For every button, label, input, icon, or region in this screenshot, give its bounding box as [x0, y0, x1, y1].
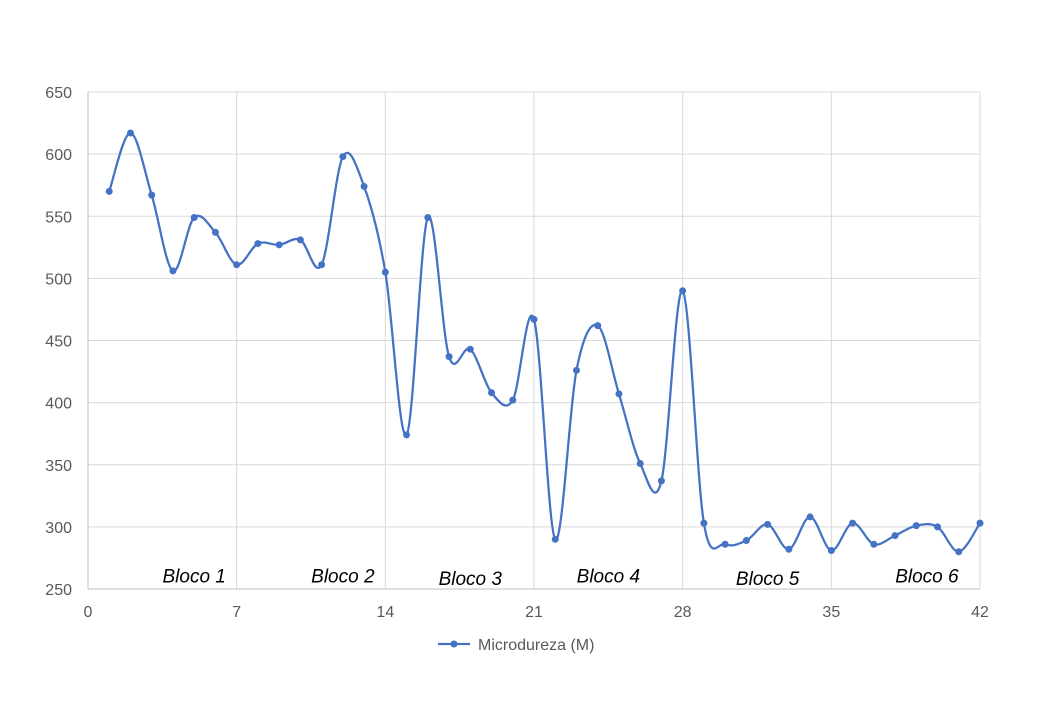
x-tick-label: 42	[971, 604, 989, 621]
data-point-16	[424, 213, 432, 221]
y-tick-label: 450	[45, 334, 72, 351]
x-tick-label: 35	[822, 604, 840, 621]
data-point-35	[827, 546, 835, 554]
data-point-14	[381, 268, 389, 276]
data-point-3	[148, 191, 156, 199]
data-point-15	[403, 431, 411, 439]
data-point-23	[572, 366, 580, 374]
data-point-32	[764, 520, 772, 528]
y-tick-label: 300	[45, 520, 72, 537]
data-point-42	[976, 519, 984, 527]
data-point-21	[530, 315, 538, 323]
data-point-30	[721, 540, 729, 548]
annotation-bloco-2: Bloco 2	[311, 566, 375, 587]
data-point-5	[190, 213, 198, 221]
data-point-7	[233, 261, 241, 269]
data-point-11	[318, 261, 326, 269]
data-point-20	[509, 396, 517, 404]
data-point-40	[934, 523, 942, 531]
data-point-9	[275, 241, 283, 249]
legend: Microdureza (M)	[438, 637, 594, 654]
annotation-bloco-3: Bloco 3	[439, 569, 503, 590]
data-point-24	[594, 322, 602, 330]
data-point-29	[700, 519, 708, 527]
data-point-34	[806, 513, 814, 521]
annotation-bloco-5: Bloco 5	[736, 569, 800, 590]
data-point-31	[742, 537, 750, 545]
data-point-36	[849, 519, 857, 527]
data-point-8	[254, 240, 262, 248]
series-layer	[105, 129, 984, 556]
y-tick-label: 600	[45, 147, 72, 164]
annotation-bloco-6: Bloco 6	[895, 566, 959, 587]
data-point-17	[445, 353, 453, 361]
x-tick-label: 14	[376, 604, 394, 621]
series-line-0	[108, 131, 981, 553]
y-tick-label: 500	[45, 271, 72, 288]
data-point-39	[912, 522, 920, 530]
x-tick-label: 0	[84, 604, 93, 621]
data-point-10	[296, 236, 304, 244]
data-point-19	[488, 389, 496, 397]
data-point-22	[551, 535, 559, 543]
data-point-41	[955, 548, 963, 556]
data-point-26	[636, 460, 644, 468]
data-point-12	[339, 153, 347, 161]
x-tick-label: 21	[525, 604, 543, 621]
annotations: Bloco 1 Bloco 2 Bloco 3 Bloco 4 Bloco 5 Bloco…	[163, 566, 960, 589]
data-point-25	[615, 390, 623, 398]
y-tick-label: 250	[45, 582, 72, 599]
data-point-6	[211, 228, 219, 236]
x-axis-tick-labels: 0 7 14 21 28 35 42	[84, 604, 989, 621]
y-axis-tick-labels: 250 300 350 400 450 500 550 600 650	[45, 85, 72, 599]
data-point-28	[679, 287, 687, 295]
y-tick-label: 400	[45, 396, 72, 413]
x-tick-label: 28	[674, 604, 692, 621]
legend-label: Microdureza (M)	[478, 637, 594, 654]
data-point-33	[785, 545, 793, 553]
axes	[87, 92, 980, 590]
data-point-2	[126, 129, 134, 137]
annotation-bloco-1: Bloco 1	[163, 566, 226, 587]
data-point-1	[105, 187, 113, 195]
y-tick-label: 550	[45, 209, 72, 226]
data-point-27	[657, 477, 665, 485]
grid-lines	[88, 91, 981, 589]
data-point-18	[466, 345, 474, 353]
legend-marker-swatch	[450, 640, 458, 648]
y-tick-label: 350	[45, 458, 72, 475]
data-point-37	[870, 540, 878, 548]
data-point-13	[360, 182, 368, 190]
data-point-4	[169, 267, 177, 275]
annotation-bloco-4: Bloco 4	[577, 566, 640, 587]
x-tick-label: 7	[232, 604, 241, 621]
data-point-38	[891, 532, 899, 540]
y-tick-label: 650	[45, 85, 72, 102]
